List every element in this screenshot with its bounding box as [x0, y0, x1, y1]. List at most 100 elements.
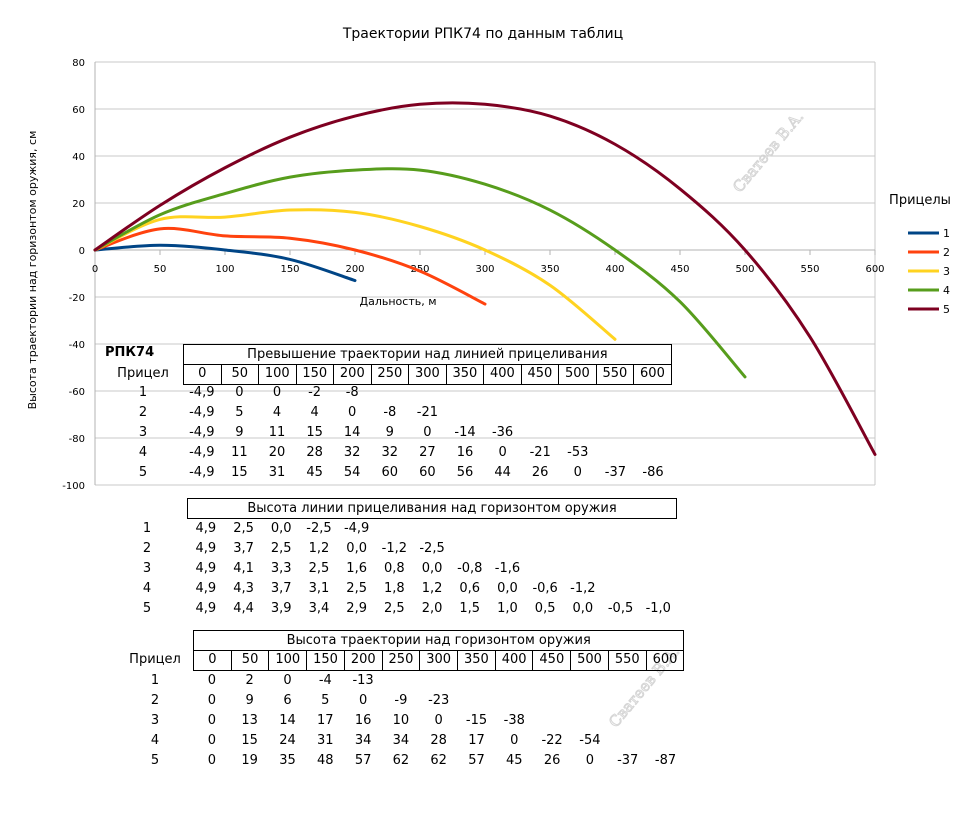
table-cell: -54 — [579, 733, 601, 748]
table-cell: -86 — [642, 465, 664, 480]
y-tick-label: -20 — [69, 293, 85, 304]
table-cell: 4,1 — [233, 561, 254, 576]
table-cell: 31 — [317, 733, 334, 748]
table-cell: 0 — [207, 753, 217, 768]
table-cell: 0,0 — [346, 541, 367, 556]
table-cell: -23 — [428, 693, 450, 708]
table-cell: 57 — [468, 753, 485, 768]
row-label: 4 — [142, 581, 152, 596]
table-column-headers: 0 50 100 150 200 250 300 350 400 450 500 550 600 — [183, 364, 672, 385]
table-cell: 24 — [279, 733, 296, 748]
y-tick-label: 80 — [72, 58, 85, 69]
table-cell: 0 — [498, 445, 507, 460]
x-tick-label: 600 — [865, 264, 884, 275]
table-cell: 28 — [430, 733, 447, 748]
table-cell: 17 — [468, 733, 485, 748]
table-cell: 0 — [283, 673, 292, 688]
series-line-2 — [93, 226, 487, 306]
table-cell: -0,5 — [607, 601, 634, 616]
x-tick-label: 300 — [475, 264, 494, 275]
x-tick-label: 50 — [154, 264, 167, 275]
table-cell: -53 — [567, 445, 589, 460]
column-header: 100 — [258, 364, 296, 384]
table-cell: -37 — [604, 465, 626, 480]
column-header: 0 — [198, 366, 207, 381]
table-cell: 15 — [241, 733, 258, 748]
column-header: 450 — [532, 650, 570, 670]
table-cell: 11 — [268, 425, 286, 440]
table-cell: 0,0 — [270, 521, 292, 536]
row-header-label: Прицел — [129, 652, 181, 667]
table-cell: -4,9 — [189, 425, 215, 440]
table-cell: 16 — [354, 713, 372, 728]
table-cell: -13 — [352, 673, 374, 688]
table-cell: 0 — [510, 733, 519, 748]
table-cell: 1,8 — [384, 581, 405, 596]
table-cell: 0 — [585, 753, 595, 768]
column-header: 400 — [483, 364, 521, 384]
table-cell: 4,4 — [233, 601, 254, 616]
table-cell: 4,9 — [195, 561, 217, 576]
table-cell: 4,3 — [233, 581, 254, 596]
table-cell: -22 — [541, 733, 563, 748]
table-cell: 3,7 — [233, 541, 254, 556]
table-cell: -21 — [416, 405, 438, 420]
chart-title: Траектории РПК74 по данным таблиц — [342, 26, 623, 42]
table-cell: -2,5 — [419, 541, 445, 556]
table-cell: 9 — [385, 425, 394, 440]
table-cell: 45 — [506, 753, 523, 768]
column-header: 600 — [633, 364, 671, 384]
x-tick-label: 350 — [540, 264, 559, 275]
row-header-label: Прицел — [117, 366, 169, 381]
y-tick-label: -80 — [69, 434, 85, 445]
column-header: 150 — [306, 650, 344, 670]
row-label: 3 — [150, 713, 160, 728]
table-cell: 9 — [245, 693, 254, 708]
table-cell: 0,0 — [497, 581, 518, 596]
table-cell: 3,4 — [308, 601, 330, 616]
table-cell: 48 — [317, 753, 334, 768]
x-tick-label: 0 — [92, 264, 98, 275]
table-cell: 5 — [235, 405, 244, 420]
column-header: 600 — [645, 650, 684, 670]
legend-label-1: 1 — [943, 227, 950, 240]
x-tick-label: 150 — [280, 264, 299, 275]
y-tick-label: -40 — [69, 340, 85, 351]
row-label: 1 — [150, 673, 160, 688]
table-cell: 1,2 — [421, 581, 443, 596]
table-cell: 34 — [392, 733, 410, 748]
y-tick-label: 0 — [79, 246, 85, 257]
table-cell: -15 — [465, 713, 488, 728]
table-cell: 32 — [343, 445, 361, 460]
table-cell: 45 — [306, 465, 323, 480]
table-cell: 3,9 — [270, 601, 292, 616]
row-label: 5 — [150, 753, 160, 768]
table-cell: -1,0 — [645, 601, 671, 616]
column-header: 100 — [268, 650, 306, 670]
table-cell: 0 — [434, 713, 443, 728]
row-label: 4 — [138, 445, 148, 460]
table-title: Превышение траектории над линией прицели… — [183, 344, 672, 365]
column-header: 50 — [220, 364, 259, 384]
y-tick-label: 60 — [72, 105, 85, 116]
table-cell: 0 — [235, 385, 244, 400]
table-cell: 0 — [272, 385, 282, 400]
table-cell: 5 — [321, 693, 330, 708]
table-cell: 54 — [343, 465, 361, 480]
table-cell: 4 — [272, 405, 282, 420]
table-cell: -8 — [383, 405, 397, 420]
table-cell: 1,5 — [459, 601, 481, 616]
table-cell: 2 — [245, 673, 254, 688]
column-header: 550 — [595, 364, 634, 384]
column-header: 300 — [408, 364, 446, 384]
column-header: 450 — [520, 364, 559, 384]
table-cell: 28 — [306, 445, 323, 460]
x-tick-label: 450 — [670, 264, 689, 275]
table-cell: -36 — [491, 425, 514, 440]
table-cell: -0,8 — [457, 561, 483, 576]
table-cell: 35 — [279, 753, 296, 768]
table-cell: 4,9 — [195, 521, 217, 536]
table-cell: -4,9 — [189, 405, 215, 420]
table-title: Высота линии прицеливания над горизонтом… — [187, 498, 677, 519]
table-cell: -4 — [318, 673, 332, 688]
